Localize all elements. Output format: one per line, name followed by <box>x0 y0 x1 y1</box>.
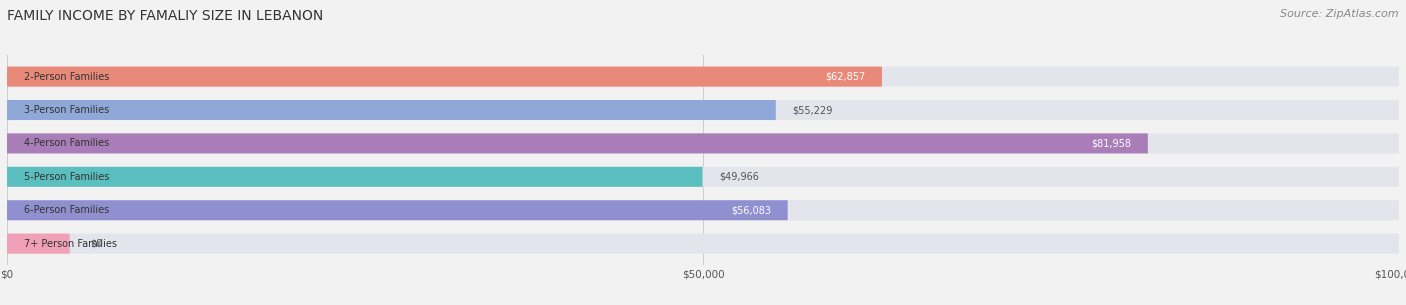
FancyBboxPatch shape <box>7 133 1399 153</box>
Text: 2-Person Families: 2-Person Families <box>24 72 110 82</box>
Text: 3-Person Families: 3-Person Families <box>24 105 110 115</box>
Text: 5-Person Families: 5-Person Families <box>24 172 110 182</box>
Text: $56,083: $56,083 <box>731 205 770 215</box>
Text: $49,966: $49,966 <box>720 172 759 182</box>
Text: $55,229: $55,229 <box>793 105 832 115</box>
Text: 6-Person Families: 6-Person Families <box>24 205 110 215</box>
FancyBboxPatch shape <box>7 133 1147 153</box>
FancyBboxPatch shape <box>7 167 703 187</box>
FancyBboxPatch shape <box>7 200 1399 220</box>
Text: $81,958: $81,958 <box>1091 138 1132 149</box>
Text: 7+ Person Families: 7+ Person Families <box>24 239 117 249</box>
FancyBboxPatch shape <box>7 234 1399 254</box>
Text: Source: ZipAtlas.com: Source: ZipAtlas.com <box>1281 9 1399 19</box>
FancyBboxPatch shape <box>7 66 1399 87</box>
FancyBboxPatch shape <box>7 100 776 120</box>
FancyBboxPatch shape <box>7 66 882 87</box>
Text: $62,857: $62,857 <box>825 72 865 82</box>
FancyBboxPatch shape <box>7 167 1399 187</box>
FancyBboxPatch shape <box>7 100 1399 120</box>
Text: 4-Person Families: 4-Person Families <box>24 138 110 149</box>
Text: FAMILY INCOME BY FAMALIY SIZE IN LEBANON: FAMILY INCOME BY FAMALIY SIZE IN LEBANON <box>7 9 323 23</box>
FancyBboxPatch shape <box>7 234 70 254</box>
Text: $0: $0 <box>90 239 103 249</box>
FancyBboxPatch shape <box>7 200 787 220</box>
